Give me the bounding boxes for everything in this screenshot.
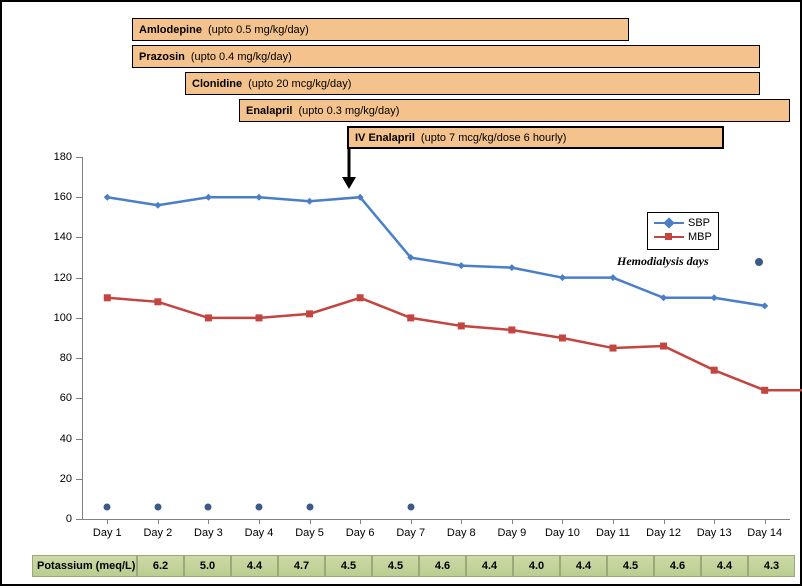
- potassium-value-cell: 4.3: [748, 555, 795, 577]
- legend-label: MBP: [688, 231, 712, 243]
- potassium-table: Potassium (meq/L)6.25.04.44.74.54.54.64.…: [32, 555, 795, 577]
- hemodialysis-dot: [256, 504, 263, 511]
- potassium-value-cell: 4.5: [325, 555, 372, 577]
- hemodialysis-dot: [154, 504, 161, 511]
- potassium-value-cell: 4.4: [466, 555, 513, 577]
- chart-plot: [2, 2, 802, 588]
- potassium-label-cell: Potassium (meq/L): [32, 555, 137, 577]
- potassium-value-cell: 4.4: [701, 555, 748, 577]
- potassium-value-cell: 4.4: [560, 555, 607, 577]
- potassium-value-cell: 4.6: [654, 555, 701, 577]
- hemodialysis-dot: [205, 504, 212, 511]
- potassium-value-cell: 4.7: [278, 555, 325, 577]
- potassium-value-cell: 4.4: [231, 555, 278, 577]
- figure-container: Amlodepine(upto 0.5 mg/kg/day)Prazosin(u…: [0, 0, 802, 586]
- legend-label: SBP: [688, 217, 710, 229]
- hemodialysis-dot: [306, 504, 313, 511]
- potassium-value-cell: 5.0: [184, 555, 231, 577]
- potassium-value-cell: 4.6: [419, 555, 466, 577]
- potassium-value-cell: 4.0: [513, 555, 560, 577]
- potassium-value-cell: 4.5: [372, 555, 419, 577]
- hemodialysis-dot: [104, 504, 111, 511]
- hemodialysis-dot: [407, 504, 414, 511]
- legend-row: MBP: [654, 231, 712, 243]
- hemodialysis-legend-dot: [755, 258, 763, 266]
- legend: SBP MBP: [647, 212, 719, 250]
- hemodialysis-label: Hemodialysis days: [617, 254, 709, 269]
- potassium-value-cell: 4.5: [607, 555, 654, 577]
- legend-row: SBP: [654, 217, 712, 229]
- potassium-value-cell: 6.2: [137, 555, 184, 577]
